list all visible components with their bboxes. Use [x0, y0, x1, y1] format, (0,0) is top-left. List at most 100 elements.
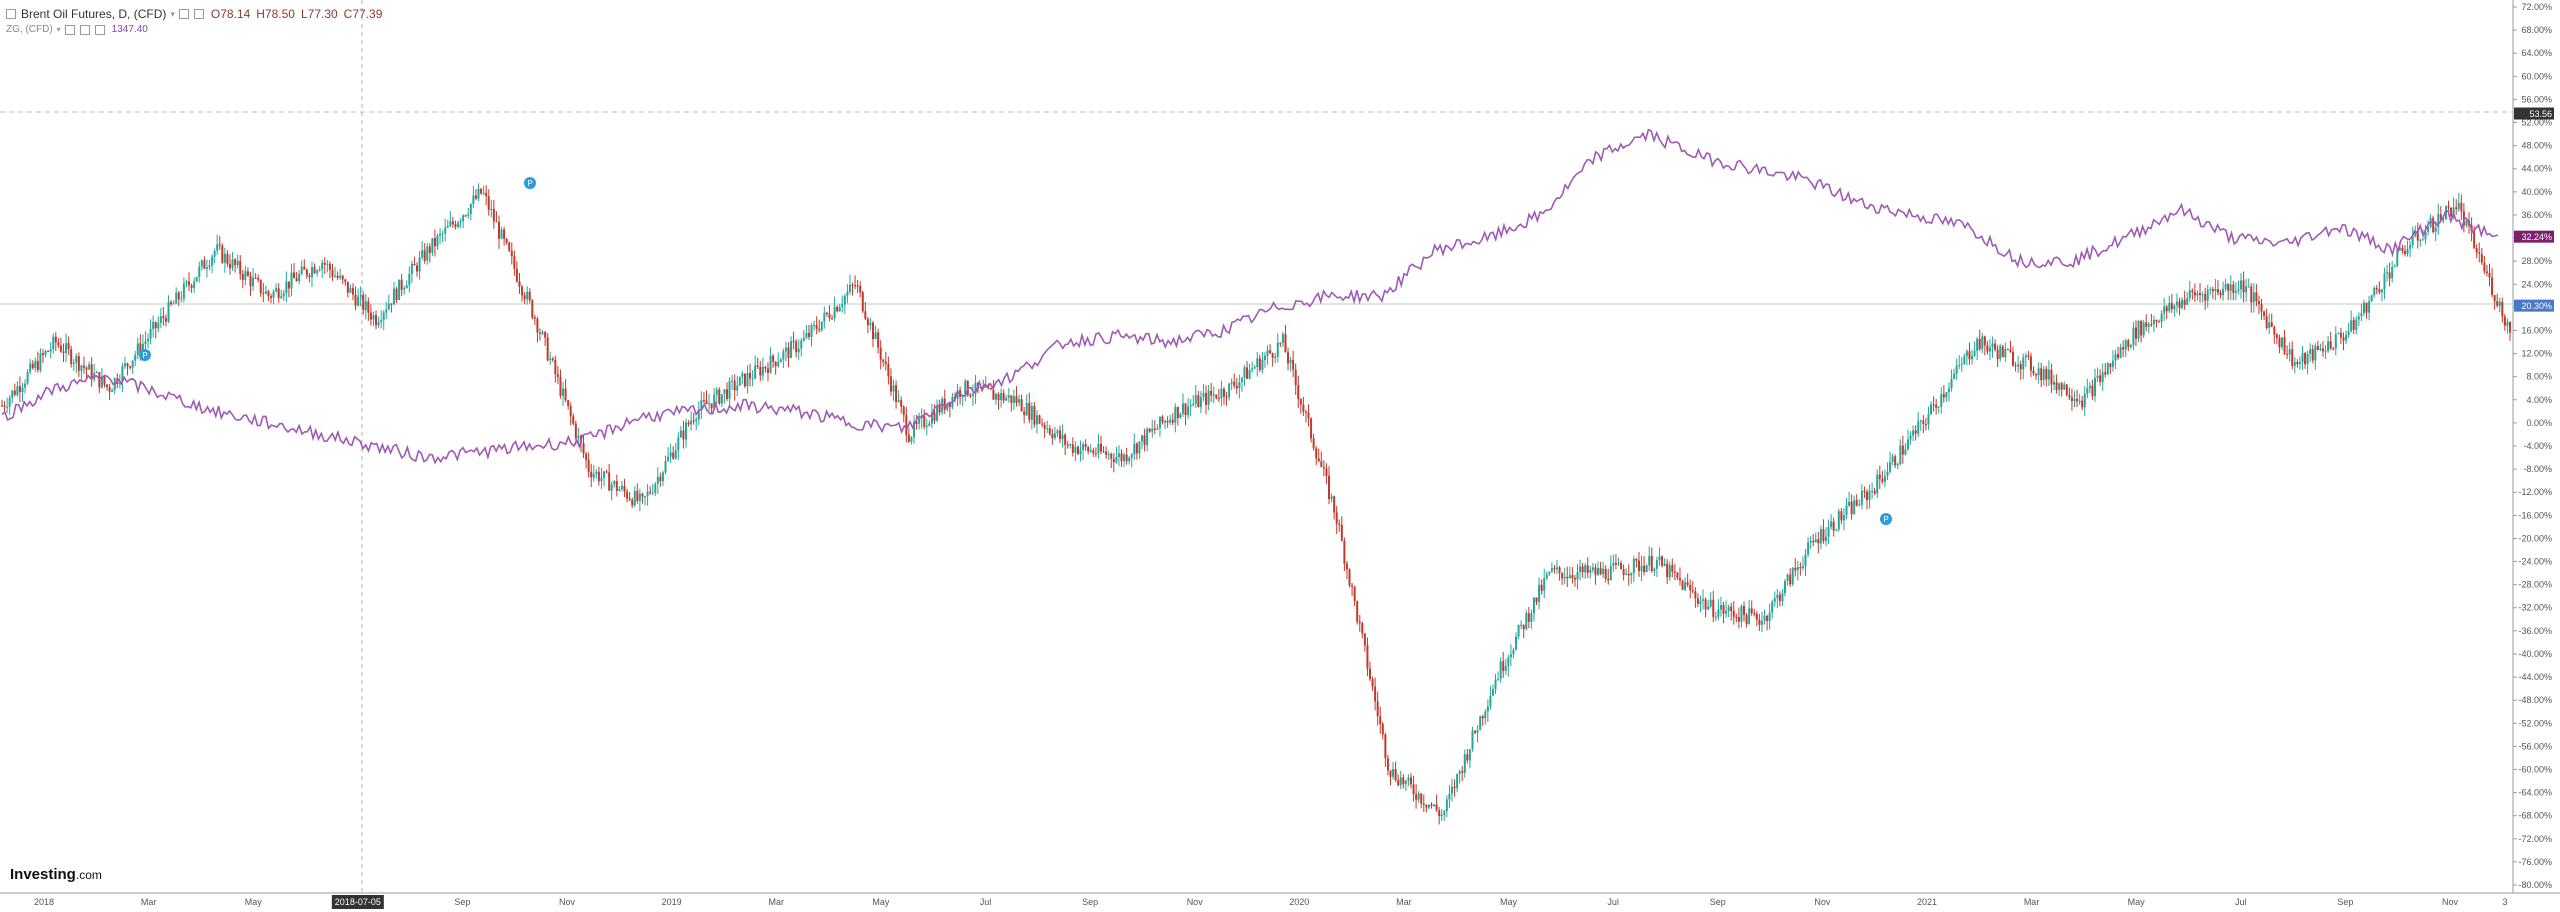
settings-icon[interactable]	[178, 9, 189, 19]
candle-body	[213, 250, 216, 257]
candle-body	[2393, 265, 2396, 268]
candle-body	[1653, 568, 1656, 571]
candle-body	[2475, 248, 2478, 253]
candle-body	[1914, 430, 1917, 434]
candle-body	[889, 376, 892, 392]
candle-body	[784, 347, 787, 352]
y-tick-label: -44.00%	[2518, 672, 2552, 682]
candle-body	[75, 356, 78, 363]
close-icon[interactable]	[193, 9, 204, 19]
candle-body	[1684, 582, 1687, 590]
candle-body	[118, 382, 121, 384]
candle-body	[1994, 343, 1997, 350]
x-tick-label: May	[245, 897, 263, 907]
event-marker[interactable]: P	[1880, 513, 1892, 525]
candle-body	[457, 222, 459, 227]
price-tag-bg	[2514, 107, 2554, 120]
candle-body	[2086, 388, 2089, 394]
candle-body	[2211, 289, 2214, 292]
candle-body	[743, 373, 746, 387]
eye-icon[interactable]	[64, 25, 75, 35]
candle-body	[451, 221, 454, 225]
candle-body	[1860, 491, 1863, 505]
candle-body	[513, 256, 516, 269]
candle-body	[708, 403, 711, 405]
candle-body	[254, 277, 257, 279]
candle-body	[223, 253, 226, 263]
candle-body	[1801, 566, 1804, 569]
chevron-down-icon[interactable]: ▾	[56, 25, 61, 34]
candle-body	[1397, 779, 1400, 786]
y-tick-label: -80.00%	[2518, 880, 2552, 890]
candle-body	[1084, 444, 1087, 448]
close-icon[interactable]	[94, 25, 105, 35]
candle-body	[1392, 769, 1395, 777]
candle-body	[554, 359, 557, 375]
event-marker[interactable]: P	[139, 349, 151, 361]
event-marker[interactable]: P	[524, 177, 536, 189]
candle-body	[1981, 336, 1984, 350]
candle-body	[331, 270, 334, 277]
settings-icon[interactable]	[79, 25, 90, 35]
candle-body	[77, 356, 80, 371]
candle-body	[1617, 563, 1620, 565]
candle-body	[915, 421, 918, 424]
candle-body	[618, 489, 621, 491]
candle-body	[1609, 565, 1612, 581]
chart-legend: Brent Oil Futures, D, (CFD) ▾ O78.14 H78…	[6, 6, 382, 38]
candle-body	[100, 376, 103, 388]
candle-body	[1922, 420, 1925, 425]
candle-body	[310, 267, 313, 278]
x-tick-label: May	[1500, 897, 1518, 907]
candle-body	[2275, 334, 2278, 338]
candle-body	[761, 366, 764, 376]
candle-body	[272, 291, 275, 298]
candle-body	[2124, 340, 2127, 350]
candle-body	[1950, 378, 1953, 389]
candle-body	[2257, 301, 2260, 305]
close-value: C77.39	[343, 7, 383, 21]
candle-body	[544, 331, 547, 338]
candle-body	[2196, 293, 2199, 296]
candle-body	[1438, 810, 1441, 817]
candle-body	[1581, 566, 1584, 573]
candle-body	[1725, 610, 1728, 614]
candle-body	[764, 366, 767, 369]
candle-body	[1515, 636, 1518, 650]
chevron-down-icon[interactable]: ▾	[170, 9, 175, 19]
candle-body	[1527, 613, 1530, 622]
candle-body	[582, 443, 585, 454]
candle-body	[1561, 572, 1564, 579]
candle-body	[349, 287, 352, 293]
candle-body	[877, 332, 880, 348]
overlay-series-title[interactable]: ZG, (CFD)	[6, 24, 53, 35]
collapse-icon[interactable]	[6, 9, 16, 19]
candle-body	[231, 259, 234, 269]
main-series-title[interactable]: Brent Oil Futures, D, (CFD)	[21, 7, 167, 21]
candle-body	[2378, 289, 2381, 293]
candle-body	[1184, 403, 1187, 416]
candle-body	[702, 400, 705, 402]
candle-body	[36, 361, 39, 371]
x-tick-label: Sep	[1710, 897, 1726, 907]
x-tick-label: Jul	[1607, 897, 1619, 907]
candle-body	[2168, 302, 2171, 312]
candle-body	[1158, 416, 1161, 429]
candle-body	[6, 406, 9, 408]
candle-body	[1079, 449, 1082, 455]
x-tick-label: Nov	[1187, 897, 1204, 907]
candle-body	[2506, 321, 2509, 326]
candle-body	[1584, 565, 1587, 573]
candle-body	[144, 341, 147, 344]
candle-body	[1960, 364, 1963, 366]
candle-body	[136, 343, 139, 355]
candle-body	[1402, 777, 1405, 785]
candle-body	[2060, 383, 2063, 390]
y-tick-label: -36.00%	[2518, 626, 2552, 636]
candle-body	[441, 233, 444, 235]
candle-body	[1650, 555, 1653, 571]
candle-body	[1630, 572, 1633, 576]
candle-body	[2301, 353, 2304, 363]
candle-body	[1976, 338, 1979, 351]
